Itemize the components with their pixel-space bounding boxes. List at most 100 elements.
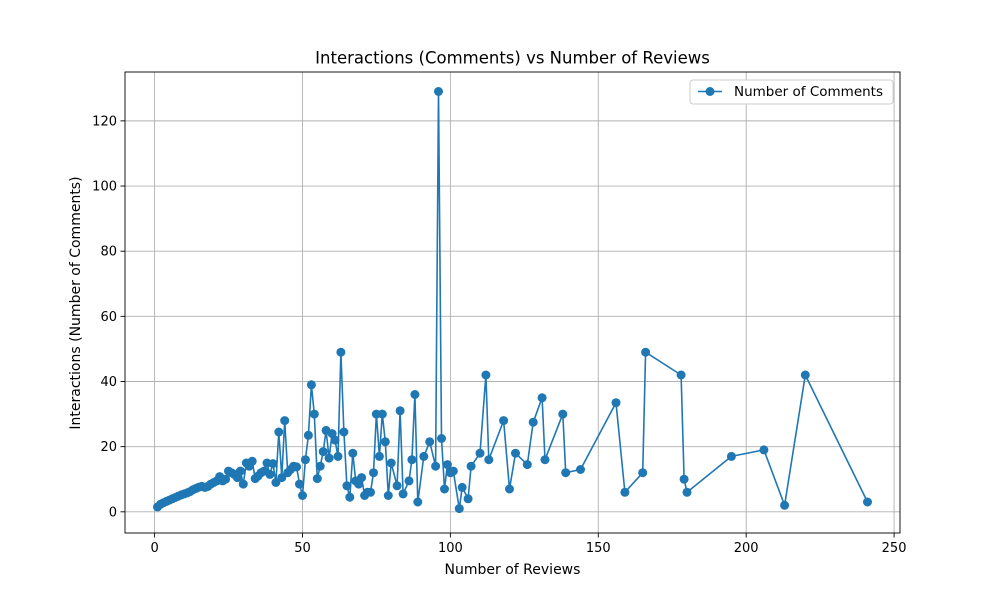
data-point (271, 478, 281, 487)
data-point (442, 460, 452, 470)
data-point (374, 451, 384, 461)
data-point (357, 473, 367, 483)
data-point (437, 434, 446, 443)
data-point (679, 474, 689, 484)
data-point (339, 427, 349, 437)
data-point (348, 448, 358, 458)
data-point (454, 504, 464, 514)
data-point (238, 479, 248, 489)
x-tick-label: 150 (586, 541, 611, 556)
data-point (386, 458, 396, 468)
y-tick-label: 0 (109, 505, 117, 520)
series-layer (153, 87, 872, 514)
grid (125, 72, 900, 533)
plot-area-frame (124, 71, 901, 534)
data-point (780, 500, 790, 510)
data-point (380, 437, 390, 447)
data-point (463, 494, 473, 504)
data-point (312, 474, 322, 484)
data-point (342, 481, 352, 491)
data-point (431, 461, 441, 471)
data-point (481, 370, 491, 380)
data-point (528, 417, 538, 427)
x-tick-label: 0 (150, 541, 158, 556)
data-point (511, 448, 520, 458)
data-point (726, 451, 736, 461)
data-point (277, 473, 287, 483)
data-point (330, 435, 340, 445)
data-point (404, 476, 414, 486)
y-tick-label: 60 (100, 310, 117, 325)
data-point (392, 481, 402, 491)
y-tick-label: 100 (92, 180, 117, 195)
data-point (682, 487, 692, 497)
y-tick-label: 20 (100, 440, 117, 455)
data-point (638, 468, 648, 478)
data-point (641, 347, 651, 357)
data-point (377, 409, 387, 419)
data-point (306, 380, 316, 390)
x-tick-label: 100 (438, 541, 463, 556)
data-point (265, 469, 275, 479)
data-point (576, 465, 585, 474)
data-point (419, 451, 429, 461)
data-point (863, 497, 872, 507)
data-point (407, 455, 417, 465)
data-point (395, 406, 405, 416)
x-tick-label: 200 (734, 541, 759, 556)
data-point (505, 484, 514, 494)
data-point (484, 455, 494, 465)
data-point (221, 474, 231, 484)
data-point (298, 491, 307, 500)
data-point (274, 427, 284, 437)
data-point (398, 489, 408, 499)
data-point (268, 459, 278, 469)
data-point (522, 460, 532, 470)
data-point (457, 482, 467, 492)
data-point (309, 409, 319, 419)
data-point (440, 484, 449, 494)
data-point (303, 430, 313, 440)
x-tick-label: 250 (882, 541, 907, 556)
data-point (499, 416, 509, 426)
data-point (800, 370, 810, 380)
legend-box (689, 79, 894, 105)
y-tick-label: 40 (100, 375, 117, 390)
chart-title: Interactions (Comments) vs Number of Rev… (315, 49, 710, 68)
data-point (383, 491, 393, 500)
data-point (759, 445, 769, 455)
data-point (466, 461, 476, 471)
legend: Number of Comments (689, 79, 894, 105)
data-point (425, 437, 435, 447)
data-point (345, 492, 355, 502)
x-tick-label: 50 (294, 541, 311, 556)
data-point (410, 390, 420, 399)
data-point (448, 466, 458, 476)
data-point (324, 453, 334, 463)
data-point (247, 456, 257, 466)
data-point (475, 448, 485, 458)
y-tick-label: 120 (92, 114, 117, 129)
data-point (676, 370, 686, 380)
data-point (434, 87, 443, 96)
data-point (280, 416, 290, 426)
data-point (537, 393, 547, 403)
data-point (558, 409, 568, 419)
data-point (295, 479, 304, 489)
data-point (300, 455, 310, 465)
legend-label: Number of Comments (734, 84, 883, 100)
data-point (413, 497, 423, 507)
y-tick-label: 80 (100, 245, 117, 260)
data-point (366, 487, 375, 497)
x-axis-title: Number of Reviews (445, 562, 581, 578)
data-point (333, 451, 343, 461)
legend-marker (705, 87, 715, 96)
data-point (292, 462, 302, 472)
data-point (318, 447, 328, 457)
data-point (561, 468, 571, 478)
y-axis-title: Interactions (Number of Comments) (68, 176, 84, 429)
data-point (315, 461, 325, 471)
data-point (235, 466, 245, 476)
data-point (336, 347, 346, 357)
